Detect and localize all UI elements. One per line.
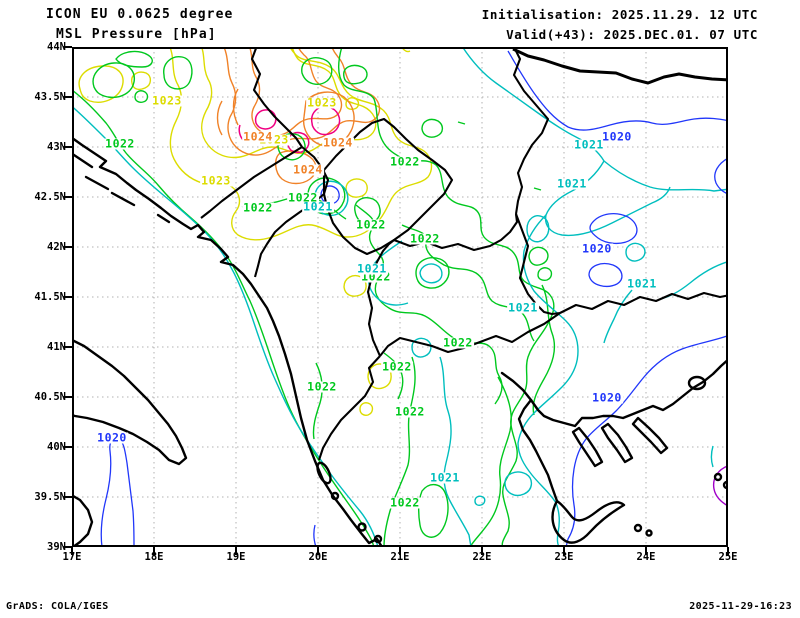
lon-tick-label: 25E <box>718 551 738 563</box>
contour-label: 1020 <box>96 430 128 445</box>
contour-label: 1022 <box>389 495 421 510</box>
model-title: ICON EU 0.0625 degree <box>46 7 234 22</box>
contour-label: 1023 <box>151 93 183 108</box>
contour-label: 1021 <box>302 199 334 214</box>
country-borders <box>200 47 728 461</box>
map-area: 1023 1023 1023 1023 1024 1024 1024 1022 1022 1022… <box>72 47 728 547</box>
lat-tick-mark <box>63 96 72 98</box>
contour-1024 <box>216 47 381 185</box>
lat-tick-label: 39N <box>47 541 66 553</box>
lat-tick-label: 42.5N <box>34 191 66 203</box>
contour-1019 <box>712 465 728 507</box>
contour-label: 1021 <box>356 261 388 276</box>
lat-tick-mark <box>63 46 72 48</box>
lon-tick-label: 17E <box>62 551 82 563</box>
lon-tick-mark <box>727 547 729 555</box>
lat-tick-mark <box>63 296 72 298</box>
contour-label: 1021 <box>507 300 539 315</box>
lon-tick-label: 22E <box>472 551 492 563</box>
lon-tick-mark <box>235 547 237 555</box>
lat-tick-label: 41.5N <box>34 291 66 303</box>
map-frame <box>72 47 728 547</box>
contour-label: 1022 <box>394 404 426 419</box>
lon-tick-mark <box>399 547 401 555</box>
contour-1023 <box>78 47 433 416</box>
grads-credit: GrADS: COLA/IGES <box>6 601 109 612</box>
lon-tick-label: 23E <box>554 551 574 563</box>
lat-tick-label: 43N <box>47 141 66 153</box>
lat-tick-mark <box>63 346 72 348</box>
contour-1022 <box>72 47 556 547</box>
contour-label: 1020 <box>591 390 623 405</box>
contour-label: 1022 <box>287 190 319 205</box>
contour-label: 1023 <box>200 173 232 188</box>
lat-tick-label: 42N <box>47 241 66 253</box>
graticule <box>72 47 728 547</box>
lon-tick-label: 24E <box>636 551 656 563</box>
lat-tick-mark <box>63 196 72 198</box>
contour-label: 1024 <box>242 129 274 144</box>
lon-tick-mark <box>317 547 319 555</box>
contour-label: 1022 <box>360 269 392 284</box>
lat-tick-label: 43.5N <box>34 91 66 103</box>
lat-tick-label: 40N <box>47 441 66 453</box>
lat-tick-mark <box>63 146 72 148</box>
contour-1021 <box>72 47 728 547</box>
contour-label: 1021 <box>626 276 658 291</box>
lon-tick-label: 20E <box>308 551 328 563</box>
lat-tick-mark <box>63 496 72 498</box>
contour-label: 1022 <box>381 359 413 374</box>
lat-tick-mark <box>63 396 72 398</box>
lat-tick-label: 44N <box>47 41 66 53</box>
lon-tick-label: 18E <box>144 551 164 563</box>
map-canvas <box>72 47 728 547</box>
init-time: Initialisation: 2025.11.29. 12 UTC <box>481 7 758 22</box>
contour-label: 1022 <box>355 217 387 232</box>
contour-label: 1022 <box>104 136 136 151</box>
contour-label: 1022 <box>242 200 274 215</box>
contour-label: 1020 <box>581 241 613 256</box>
lon-tick-mark <box>645 547 647 555</box>
lat-tick-mark <box>63 246 72 248</box>
lon-tick-mark <box>71 547 73 555</box>
contour-label: 1022 <box>409 231 441 246</box>
lat-tick-label: 40.5N <box>34 391 66 403</box>
field-title: MSL Pressure [hPa] <box>56 27 217 42</box>
lon-tick-label: 19E <box>226 551 246 563</box>
coastlines <box>72 136 728 547</box>
contour-label: 1020 <box>601 129 633 144</box>
contour-label: 1021 <box>573 137 605 152</box>
contour-label: 1024 <box>292 162 324 177</box>
lat-tick-label: 39.5N <box>34 491 66 503</box>
contour-label: 1022 <box>442 335 474 350</box>
lat-tick-label: 41N <box>47 341 66 353</box>
valid-time: Valid(+43): 2025.DEC.01. 07 UTC <box>506 27 758 42</box>
contour-label: 1024 <box>322 135 354 150</box>
lat-tick-mark <box>63 446 72 448</box>
plot-timestamp: 2025-11-29-16:23 <box>689 601 792 612</box>
lon-tick-mark <box>153 547 155 555</box>
lat-tick-mark <box>63 546 72 548</box>
contour-label: 1021 <box>429 470 461 485</box>
lon-tick-label: 21E <box>390 551 410 563</box>
contour-label: 1021 <box>556 176 588 191</box>
lon-tick-mark <box>481 547 483 555</box>
contour-label: 1022 <box>389 154 421 169</box>
contour-label: 1023 <box>306 95 338 110</box>
contour-label: 1022 <box>306 379 338 394</box>
lon-tick-mark <box>563 547 565 555</box>
